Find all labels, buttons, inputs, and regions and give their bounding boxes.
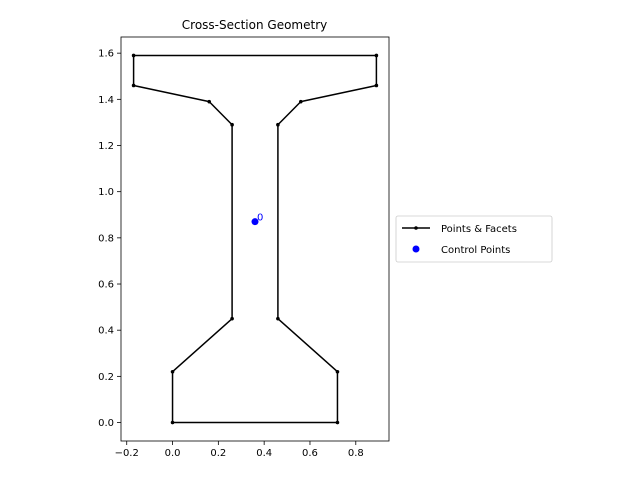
x-tick-label: −0.2 [115, 448, 139, 459]
y-axis: 0.0 0.2 0.4 0.6 0.8 1.0 1.2 1.4 1.6 [98, 49, 121, 429]
control-point [251, 218, 259, 226]
y-tick-label: 0.0 [98, 418, 114, 429]
x-tick-label: 0.4 [256, 448, 272, 459]
x-tick-label: 0.0 [165, 448, 181, 459]
x-tick-label: 0.8 [348, 448, 364, 459]
y-tick-label: 0.4 [98, 326, 114, 337]
y-tick-label: 0.2 [98, 372, 114, 383]
legend: Points & Facets Control Points [395, 215, 553, 263]
legend-marker-points-facets [414, 226, 418, 230]
facet-point [335, 420, 340, 425]
facet-point [374, 53, 379, 58]
facet-point [207, 99, 211, 104]
plot-area [120, 36, 390, 442]
x-tick-label: 0.2 [210, 448, 226, 459]
facet-point [335, 369, 340, 374]
facet-point [299, 99, 303, 104]
series-layer: 0 [131, 53, 379, 425]
facets-outline [132, 54, 378, 424]
facet-point [170, 420, 175, 425]
facet-point [170, 369, 175, 374]
y-tick-label: 0.8 [98, 233, 114, 244]
y-tick-label: 1.2 [98, 141, 114, 152]
y-tick-label: 1.0 [98, 187, 114, 198]
facet-point [374, 83, 379, 88]
facet-point [276, 316, 280, 321]
y-tick-label: 1.4 [98, 95, 114, 106]
legend-label-points-facets: Points & Facets [441, 224, 517, 235]
y-tick-label: 0.6 [98, 280, 114, 291]
facet-point [276, 122, 280, 127]
legend-box [395, 215, 553, 263]
facet-point [131, 53, 136, 58]
facet-point [230, 122, 234, 127]
x-axis: −0.2 0.0 0.2 0.4 0.6 0.8 [115, 441, 364, 459]
legend-label-control-points: Control Points [441, 245, 510, 256]
control-point-label: 0 [257, 213, 263, 224]
chart-title: Cross-Section Geometry [182, 18, 327, 32]
facet-point [230, 316, 234, 321]
x-tick-label: 0.6 [302, 448, 318, 459]
y-tick-label: 1.6 [98, 49, 114, 60]
facet-point [131, 83, 136, 88]
legend-marker-control-points [412, 245, 420, 253]
